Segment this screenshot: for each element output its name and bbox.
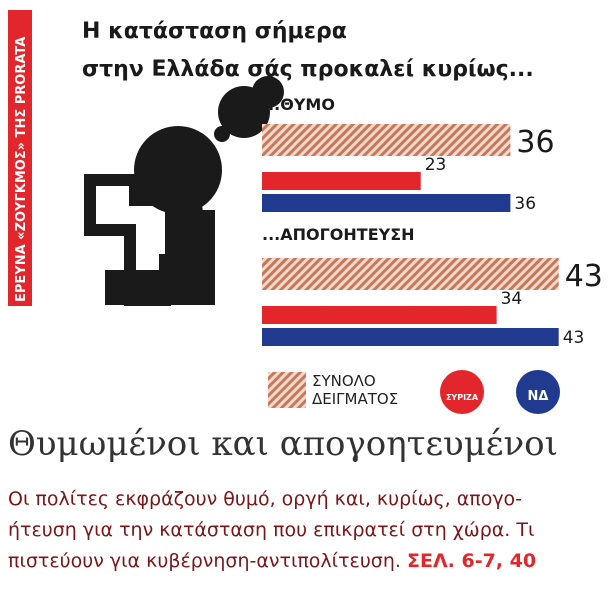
body-text: ήτευση για την κατάσταση που επικρατεί σ… <box>8 519 535 541</box>
side-strip <box>8 10 32 306</box>
bar <box>262 328 559 346</box>
category-label: ...ΑΠΟΓΟΗΤΕΥΣΗ <box>262 225 415 244</box>
page-reference: ΣΕΛ. 6-7, 40 <box>406 550 537 572</box>
bar <box>262 172 421 190</box>
bar <box>262 124 511 156</box>
legend-logo <box>516 370 560 414</box>
category-label: ...ΘΥΜΟ <box>262 95 335 114</box>
value-label: 23 <box>425 155 447 175</box>
legend-label: ΣΥΝΟΛΟ ΔΕΙΓΜΑΤΟΣ <box>312 372 399 408</box>
side-label: ΕΡΕΥΝΑ «ΖΟΥΓΚΜΟΣ» ΤΗΣ PRORATA <box>14 37 29 302</box>
value-label: 36 <box>514 194 536 214</box>
legend-logo <box>440 370 484 414</box>
legend-label: ΣΥΡΙΖΑ <box>446 393 479 402</box>
body-text: πιστεύουν για κυβέρνηση-αντιπολίτευση. Σ… <box>8 550 536 572</box>
headline: Θυμωμένοι και απογοητευμένοι <box>8 424 558 464</box>
chart: ΕΡΕΥΝΑ «ΖΟΥΓΚΜΟΣ» ΤΗΣ PRORATA Η κατάστασ… <box>8 10 603 414</box>
body-text: Οι πολίτες εκφράζουν θυμό, οργή και, κυρ… <box>8 488 523 510</box>
thinker-icon <box>84 76 284 306</box>
chart-title: Η κατάσταση σήμερα <box>82 19 347 44</box>
value-label: 43 <box>563 328 585 348</box>
chart-title: στην Ελλάδα σάς προκαλεί κυρίως... <box>82 57 534 82</box>
legend-swatch <box>268 372 306 408</box>
bar <box>262 194 511 212</box>
body-text: πιστεύουν για κυβέρνηση-αντιπολίτευση. <box>8 550 401 572</box>
bar <box>262 258 559 290</box>
bar <box>262 306 497 324</box>
value-label: 36 <box>516 125 554 160</box>
legend-label: ΝΔ <box>528 389 549 404</box>
value-label: 34 <box>501 289 523 309</box>
value-label: 43 <box>565 259 603 294</box>
